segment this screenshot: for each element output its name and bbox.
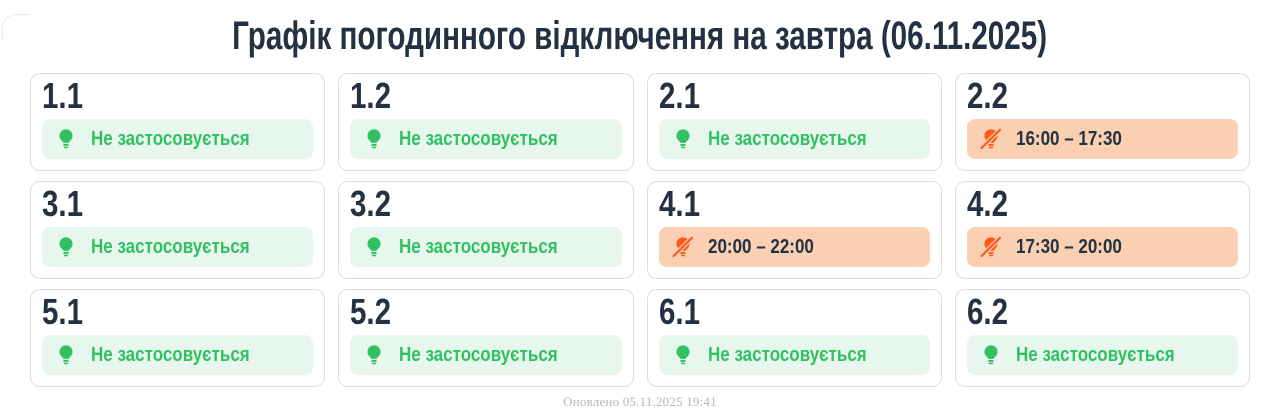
group-number: 2.2 [966, 75, 1008, 116]
status-label: 17:30 – 20:00 [1015, 235, 1122, 258]
status-label: Не застосовується [707, 127, 867, 150]
group-number: 4.1 [658, 183, 700, 224]
group-number: 6.1 [658, 291, 700, 332]
lightbulb-slash-icon [671, 236, 694, 258]
group-number: 1.1 [42, 75, 84, 116]
status-label: 20:00 – 22:00 [707, 235, 814, 258]
status-badge: Не застосовується [350, 227, 622, 267]
lightbulb-icon [59, 345, 73, 365]
lightbulb-slash-icon [979, 128, 1002, 150]
group-card-5.2: 5.2 Не застосовується [338, 289, 634, 387]
status-badge: Не застосовується [42, 227, 314, 267]
group-card-1.2: 1.2 Не застосовується [338, 73, 634, 171]
lightbulb-icon [367, 345, 381, 365]
group-card-3.2: 3.2 Не застосовується [338, 181, 634, 279]
status-label: Не застосовується [1015, 343, 1175, 366]
updated-timestamp: Оновлено 05.11.2025 19:41 [563, 394, 717, 409]
lightbulb-icon [59, 129, 73, 149]
status-label: Не застосовується [91, 235, 250, 258]
group-card-6.1: 6.1 Не застосовується [646, 289, 942, 387]
status-badge: Не застосовується [350, 119, 622, 159]
status-badge: Не застосовується [42, 119, 314, 159]
group-number: 3.1 [42, 183, 84, 224]
status-badge: 16:00 – 17:30 [966, 119, 1238, 159]
status-label: Не застосовується [399, 343, 558, 366]
status-badge: Не застосовується [658, 335, 930, 375]
group-number: 5.2 [350, 291, 392, 332]
group-number: 2.1 [658, 75, 700, 116]
group-number: 4.2 [966, 183, 1008, 224]
lightbulb-icon [367, 237, 381, 257]
lightbulb-icon [675, 129, 690, 149]
status-label: 16:00 – 17:30 [1015, 127, 1122, 150]
status-label: Не застосовується [399, 235, 558, 258]
group-card-2.1: 2.1 Не застосовується [646, 73, 942, 171]
status-badge: Не застосовується [350, 335, 622, 375]
group-card-6.2: 6.2 Не застосовується [954, 289, 1250, 387]
outage-schedule-widget: Графік погодинного відключення на завтра… [0, 12, 1280, 415]
lightbulb-icon [367, 129, 381, 149]
group-card-3.1: 3.1 Не застосовується [30, 181, 326, 279]
group-card-2.2: 2.2 16:00 – 17:30 [954, 73, 1250, 171]
status-label: Не застосовується [91, 127, 250, 150]
status-badge: Не застосовується [42, 335, 314, 375]
status-label: Не застосовується [399, 127, 558, 150]
group-number: 6.2 [966, 291, 1008, 332]
status-badge: 17:30 – 20:00 [966, 227, 1238, 267]
status-badge: 20:00 – 22:00 [658, 227, 930, 267]
lightbulb-icon [59, 237, 73, 257]
group-number: 3.2 [350, 183, 392, 224]
group-card-4.1: 4.1 20:00 – 22:00 [646, 181, 942, 279]
group-number: 5.1 [42, 291, 84, 332]
group-card-4.2: 4.2 17:30 – 20:00 [954, 181, 1250, 279]
group-card-1.1: 1.1 Не застосовується [30, 73, 326, 171]
page-title: Графік погодинного відключення на завтра… [232, 13, 1048, 58]
lightbulb-slash-icon [979, 236, 1002, 258]
group-number: 1.2 [350, 75, 392, 116]
lightbulb-icon [675, 345, 690, 365]
status-badge: Не застосовується [966, 335, 1238, 375]
lightbulb-icon [984, 345, 998, 365]
status-label: Не застосовується [91, 343, 250, 366]
groups-grid: 1.1 Не застосовується [30, 73, 1250, 387]
status-badge: Не застосовується [658, 119, 930, 159]
status-label: Не застосовується [707, 343, 867, 366]
group-card-5.1: 5.1 Не застосовується [30, 289, 326, 387]
